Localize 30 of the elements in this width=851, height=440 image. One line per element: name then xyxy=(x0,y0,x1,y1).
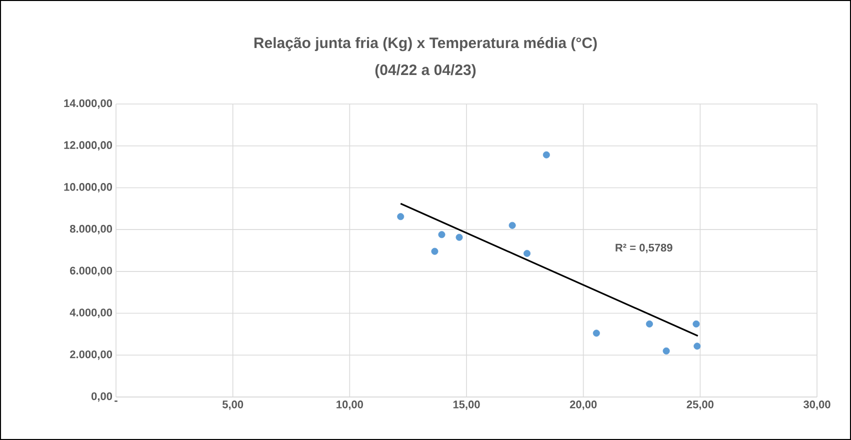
chart-subtitle: (04/22 a 04/23) xyxy=(375,64,476,78)
x-tick-label: 5,00 xyxy=(222,400,244,410)
point xyxy=(508,222,516,229)
x-tick-label: 15,00 xyxy=(453,400,480,410)
x-tick-label: 25,00 xyxy=(686,400,714,410)
point xyxy=(692,320,700,328)
y-tick-label: 12.000,00 xyxy=(64,141,112,151)
y-tick-label: 6.000,00 xyxy=(70,266,112,276)
x-tick-label: 10,00 xyxy=(336,400,363,410)
point xyxy=(397,213,404,220)
point xyxy=(592,330,600,337)
point xyxy=(524,250,531,257)
point xyxy=(431,248,438,255)
annotation: R² = 0,5789 xyxy=(616,244,672,254)
point xyxy=(542,151,550,158)
point xyxy=(438,231,446,238)
y-tick-label: 4.000,00 xyxy=(70,308,112,318)
point xyxy=(662,347,670,354)
y-tick-label: 8.000,00 xyxy=(70,224,112,234)
x-tick-label: - xyxy=(114,400,118,402)
y-tick-label: 2.000,00 xyxy=(70,350,112,360)
y-tick-label: 0,00 xyxy=(92,392,112,402)
x-tick-label: 30,00 xyxy=(803,400,830,410)
point xyxy=(694,342,701,350)
point xyxy=(646,320,653,328)
point xyxy=(456,234,463,241)
y-tick-label: 14.000,00 xyxy=(64,99,112,109)
chart-title: Relação junta fria (Kg) x Temperatura média (°C) xyxy=(254,37,597,52)
x-tick-label: 20,00 xyxy=(570,400,597,410)
y-tick-label: 10.000,00 xyxy=(64,183,112,192)
